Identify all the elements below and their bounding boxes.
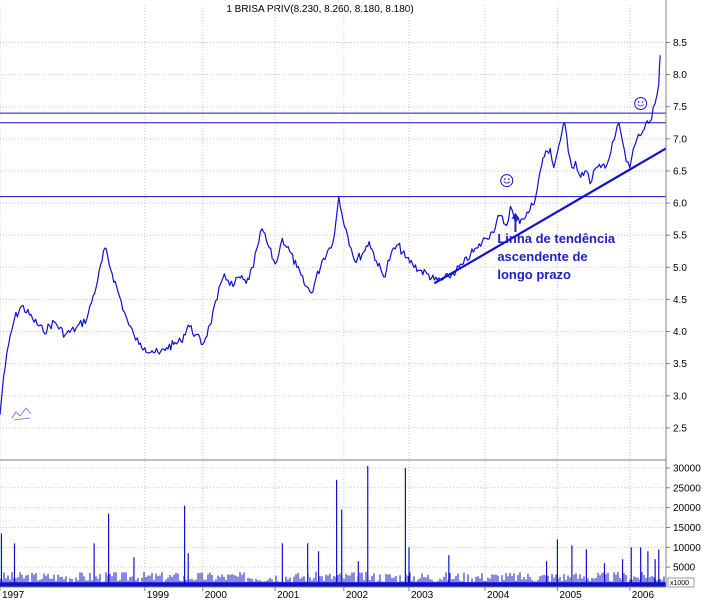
smiley-mouth-icon: [637, 104, 644, 107]
volume-tick-label: 10000: [673, 543, 701, 554]
smiley-eye-icon: [507, 178, 510, 180]
x-tick-label: 2000: [205, 590, 228, 600]
annotation-text: Linha de tendência: [497, 231, 616, 246]
annotation-arrow-head: [511, 212, 520, 219]
y-tick-label: 6.5: [673, 166, 687, 177]
y-tick-label: 8.5: [673, 38, 687, 49]
chart-title: 1 BRISA PRIV(8.230, 8.260, 8.180, 8.180): [226, 4, 413, 15]
y-tick-label: 5.0: [673, 263, 687, 274]
y-tick-label: 3.5: [673, 359, 687, 370]
x-tick-label: 2004: [487, 590, 510, 600]
volume-scale-box: [667, 577, 695, 588]
volume-tick-label: 25000: [673, 483, 701, 494]
x-tick-label: 2001: [277, 590, 300, 600]
volume-scale-label: x1000: [670, 580, 689, 587]
volume-bars: [0, 465, 666, 587]
y-tick-label: 4.0: [673, 327, 687, 338]
smiley-mouth-icon: [503, 181, 511, 184]
y-tick-label: 5.5: [673, 231, 687, 242]
price-series: [0, 55, 661, 416]
trendline: [433, 147, 667, 285]
x-tick-label: 2002: [346, 590, 369, 600]
volume-tick-label: 15000: [673, 523, 701, 534]
doodle-icon: [11, 407, 32, 421]
smiley-icon: [634, 97, 648, 111]
y-tick-label: 3.0: [673, 391, 687, 402]
smiley-eye-icon: [637, 101, 640, 103]
volume-tick-label: 5000: [673, 563, 696, 574]
y-tick-label: 7.0: [673, 134, 687, 145]
y-tick-label: 4.5: [673, 295, 687, 306]
y-tick-label: 2.5: [673, 423, 687, 434]
annotation-text: longo prazo: [497, 267, 571, 282]
price-line: [0, 55, 661, 416]
grid-layer: [0, 5, 666, 587]
annotation-text: ascendente de: [497, 249, 587, 264]
smiley-eye-icon: [641, 101, 644, 103]
trendline-layer: [433, 147, 667, 285]
smiley-eye-icon: [503, 178, 506, 180]
y-tick-label: 8.0: [673, 70, 687, 81]
annotation-layer: Linha de tendência ascendente de longo pra…: [11, 97, 648, 421]
smiley-icon: [500, 174, 514, 188]
x-tick-label: 2006: [632, 590, 655, 600]
volume-baseline-band: [0, 582, 666, 587]
x-tick-label: 1999: [147, 590, 170, 600]
y-tick-label: 6.0: [673, 199, 687, 210]
y-tick-label: 7.5: [673, 102, 687, 113]
volume-tick-label: 20000: [673, 503, 701, 514]
x-tick-label: 2005: [559, 590, 582, 600]
volume-tick-label: 30000: [673, 463, 701, 474]
horizontal-lines: [0, 112, 666, 198]
x-tick-label: 2003: [411, 590, 434, 600]
x-tick-label: 1997: [2, 590, 25, 600]
